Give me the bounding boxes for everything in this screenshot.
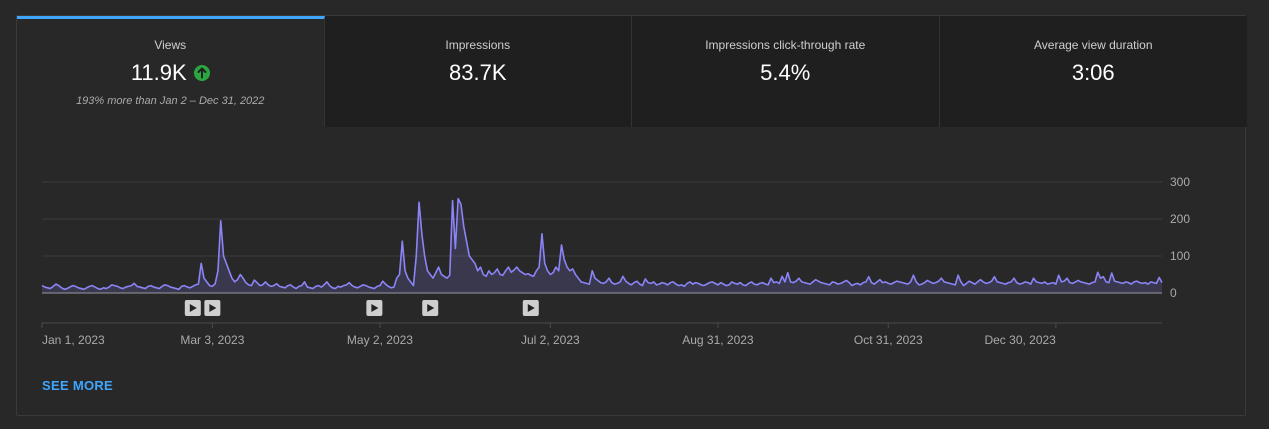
tab-average-view-duration[interactable]: Average view duration 3:06 [939,16,1247,127]
tab-impressions[interactable]: Impressions 83.7K [324,16,632,127]
views-chart-svg: 300 200 100 0 Jan 1, 2023 Mar 3, 2023 May 2, 2… [41,175,1190,347]
video-play-icon[interactable] [366,300,383,316]
tab-impressions-ctr-label: Impressions click-through rate [705,38,866,52]
views-comparison-text: 193% more than Jan 2 – Dec 31, 2022 [76,95,265,107]
x-tick-label: Aug 31, 2023 [682,333,754,347]
x-tick-label: May 2, 2023 [347,333,413,347]
y-tick-label: 300 [1170,175,1190,189]
x-tick-label: Oct 31, 2023 [854,333,923,347]
video-play-icon[interactable] [204,300,221,316]
tab-average-view-duration-label: Average view duration [1033,38,1153,52]
tab-impressions-label: Impressions [445,38,511,52]
metric-tabs: Views 11.9K 193% more than Jan 2 – Dec 3… [17,16,1247,127]
tab-impressions-ctr[interactable]: Impressions click-through rate 5.4% [632,16,940,127]
see-more-link[interactable]: SEE MORE [42,378,114,393]
x-tick-label: Jan 1, 2023 [42,333,105,347]
video-play-icon[interactable] [522,300,539,316]
x-tick-label: Jul 2, 2023 [521,333,580,347]
y-tick-label: 0 [1170,286,1177,300]
arrow-up-circle-icon [193,65,210,81]
video-play-icon[interactable] [422,300,439,316]
views-line [41,197,1163,291]
video-play-icon[interactable] [184,300,201,316]
analytics-card: Views 11.9K 193% more than Jan 2 – Dec 3… [16,15,1247,416]
tab-views-value-wrap: 11.9K [17,60,324,86]
x-tick-label: Mar 3, 2023 [180,333,244,347]
tab-views-label: Views [154,38,187,52]
y-tick-label: 100 [1170,249,1190,263]
views-chart: 300 200 100 0 Jan 1, 2023 Mar 3, 2023 May 2, 2… [17,127,1247,357]
tab-average-view-duration-value: 3:06 [1071,60,1115,85]
tab-impressions-value: 83.7K [449,60,507,85]
x-tick-label: Dec 30, 2023 [984,333,1056,347]
tab-views-value: 11.9K [130,60,187,85]
tab-impressions-ctr-value: 5.4% [760,60,811,85]
y-tick-label: 200 [1170,212,1190,226]
tab-views[interactable]: Views 11.9K 193% more than Jan 2 – Dec 3… [17,16,325,127]
